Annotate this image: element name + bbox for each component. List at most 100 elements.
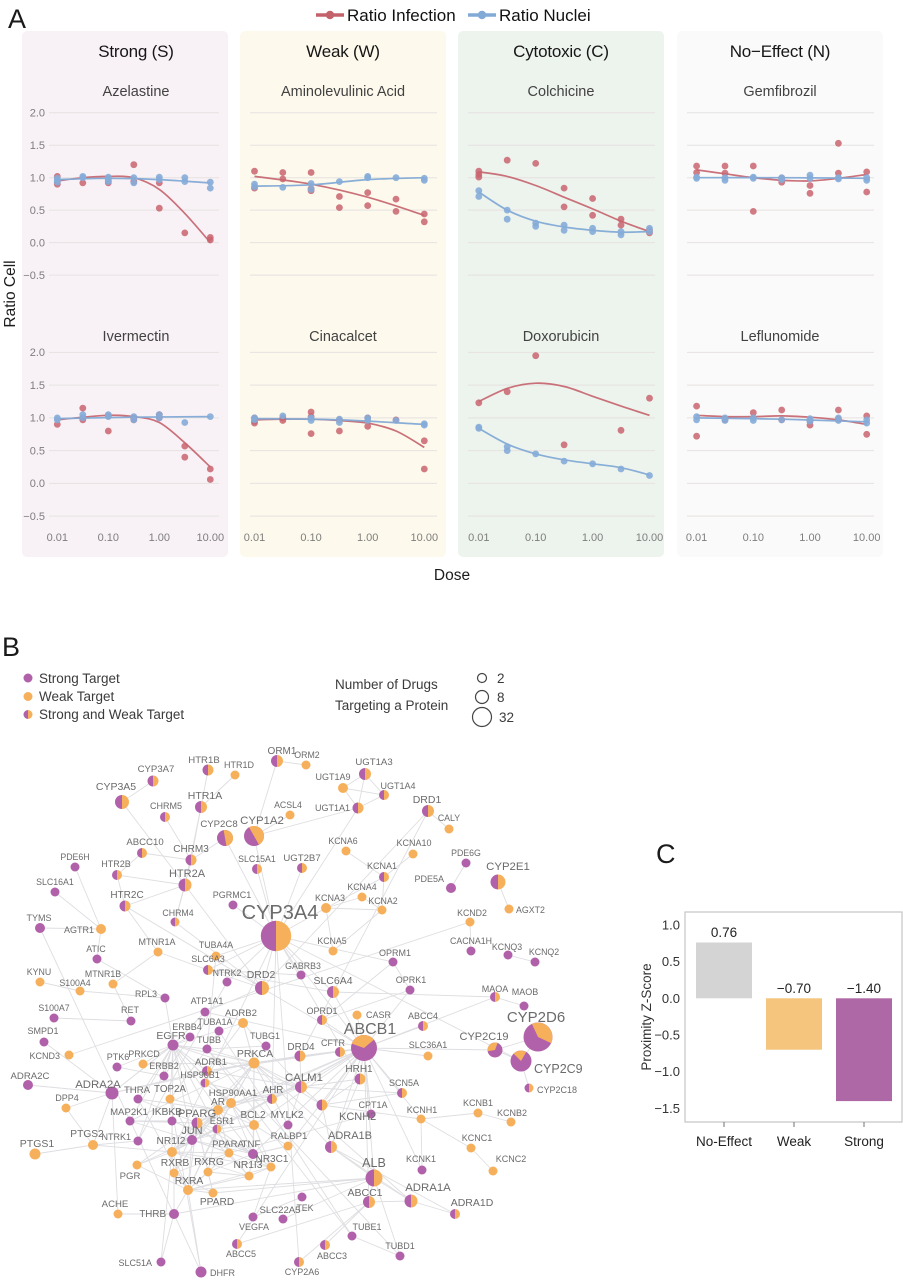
svg-text:Cinacalcet: Cinacalcet: [309, 329, 377, 345]
svg-text:RXRG: RXRG: [194, 1157, 224, 1168]
svg-text:TUBG1: TUBG1: [250, 1031, 280, 1041]
svg-text:ABCC1: ABCC1: [347, 1187, 382, 1199]
svg-text:CFTR: CFTR: [321, 1038, 345, 1048]
svg-text:0.76: 0.76: [711, 925, 737, 940]
svg-text:HTR2A: HTR2A: [169, 868, 206, 880]
svg-text:MAOB: MAOB: [512, 987, 539, 997]
svg-text:0.0: 0.0: [30, 478, 45, 490]
svg-text:CYP3A4: CYP3A4: [242, 902, 319, 924]
svg-text:ADRA1D: ADRA1D: [451, 1197, 494, 1209]
svg-text:NR1I2: NR1I2: [157, 1136, 186, 1147]
svg-text:RET: RET: [121, 1005, 140, 1015]
svg-text:MTNR1B: MTNR1B: [85, 969, 121, 979]
svg-text:CHRM5: CHRM5: [150, 801, 182, 811]
svg-text:TEK: TEK: [296, 1203, 313, 1213]
svg-text:0.0: 0.0: [662, 991, 680, 1006]
svg-text:ALB: ALB: [362, 1156, 386, 1170]
svg-text:A: A: [8, 4, 26, 34]
svg-text:Weak Target: Weak Target: [39, 689, 115, 704]
svg-text:OPRK1: OPRK1: [396, 975, 427, 985]
svg-text:CALM1: CALM1: [285, 1072, 323, 1084]
svg-text:UGT2B7: UGT2B7: [283, 853, 320, 864]
svg-text:0.10: 0.10: [300, 532, 321, 544]
svg-text:PDE6H: PDE6H: [60, 852, 89, 862]
svg-text:SLC36A1: SLC36A1: [409, 1040, 448, 1050]
svg-text:Targeting a Protein: Targeting a Protein: [335, 698, 448, 713]
svg-text:KCNQ2: KCNQ2: [529, 947, 559, 957]
svg-text:−1.40: −1.40: [847, 981, 881, 996]
svg-text:UGT1A9: UGT1A9: [315, 772, 350, 782]
svg-text:1.5: 1.5: [30, 380, 45, 392]
svg-text:Leflunomide: Leflunomide: [741, 329, 820, 345]
svg-text:KCNA4: KCNA4: [347, 882, 376, 892]
svg-text:CYP2A6: CYP2A6: [285, 1267, 320, 1277]
svg-text:S100A4: S100A4: [59, 978, 90, 988]
svg-text:TNF: TNF: [242, 1139, 261, 1150]
svg-text:NTRK1: NTRK1: [101, 1132, 131, 1142]
svg-text:THRA: THRA: [124, 1085, 151, 1096]
svg-text:CHRM4: CHRM4: [162, 908, 193, 918]
svg-text:1.0: 1.0: [30, 172, 45, 184]
svg-text:PGR: PGR: [120, 1171, 141, 1182]
svg-text:SLC6A3: SLC6A3: [191, 954, 225, 964]
svg-text:CYP2D6: CYP2D6: [507, 1009, 565, 1026]
svg-text:Strong and Weak Target: Strong and Weak Target: [39, 707, 184, 722]
svg-text:UGT1A1: UGT1A1: [315, 803, 350, 813]
svg-text:AGXT2: AGXT2: [516, 905, 545, 915]
svg-text:No-Effect: No-Effect: [696, 1134, 752, 1149]
svg-text:10.00: 10.00: [197, 532, 225, 544]
svg-text:AHR: AHR: [263, 1085, 284, 1096]
svg-text:1.0: 1.0: [30, 413, 45, 425]
svg-text:C: C: [656, 839, 676, 869]
svg-text:TUBE1: TUBE1: [352, 1222, 381, 1232]
svg-text:ESR1: ESR1: [210, 1115, 235, 1126]
svg-text:DRD4: DRD4: [287, 1042, 315, 1053]
svg-text:PPARG: PPARG: [178, 1108, 216, 1120]
svg-text:ABCC5: ABCC5: [226, 1249, 256, 1259]
svg-text:1.00: 1.00: [582, 532, 603, 544]
svg-text:−1.5: −1.5: [654, 1101, 680, 1116]
svg-text:OPRM1: OPRM1: [379, 948, 411, 958]
svg-text:B: B: [2, 632, 20, 662]
svg-text:−0.5: −0.5: [23, 270, 45, 282]
svg-text:PTGS2: PTGS2: [70, 1129, 104, 1140]
svg-text:KCNA6: KCNA6: [328, 836, 357, 846]
svg-text:JUN: JUN: [182, 1125, 203, 1137]
svg-text:0.0: 0.0: [30, 237, 45, 249]
svg-text:1.00: 1.00: [149, 532, 170, 544]
svg-text:KCNH2: KCNH2: [339, 1111, 376, 1123]
svg-text:SCN5A: SCN5A: [389, 1078, 419, 1088]
svg-text:KCND2: KCND2: [457, 908, 487, 918]
svg-text:KCNA3: KCNA3: [315, 893, 345, 903]
svg-text:Gemfibrozil: Gemfibrozil: [743, 84, 816, 100]
svg-text:−0.5: −0.5: [654, 1028, 680, 1043]
svg-text:CASR: CASR: [366, 1010, 392, 1020]
svg-text:KCND3: KCND3: [29, 1051, 60, 1061]
svg-text:ACHE: ACHE: [102, 1199, 129, 1210]
svg-text:ABCC10: ABCC10: [126, 837, 163, 848]
svg-text:TOP2A: TOP2A: [154, 1084, 186, 1095]
svg-text:VEGFA: VEGFA: [239, 1222, 269, 1232]
svg-text:HTR2B: HTR2B: [101, 859, 131, 869]
svg-text:GABRB3: GABRB3: [285, 961, 321, 971]
svg-text:KCNA2: KCNA2: [368, 896, 397, 906]
svg-text:RPL3: RPL3: [135, 989, 157, 999]
svg-text:Cytotoxic (C): Cytotoxic (C): [513, 42, 609, 61]
svg-text:CYP2C8: CYP2C8: [200, 819, 237, 830]
svg-text:KCNC1: KCNC1: [462, 1133, 493, 1143]
svg-text:CYP3A5: CYP3A5: [96, 781, 136, 793]
svg-text:KCNA1: KCNA1: [367, 861, 397, 871]
svg-text:Strong Target: Strong Target: [39, 671, 120, 686]
svg-text:Weak: Weak: [777, 1134, 812, 1149]
svg-text:MAP2K1: MAP2K1: [110, 1107, 148, 1118]
svg-text:KCNA10: KCNA10: [396, 838, 431, 848]
svg-text:CYP1A2: CYP1A2: [240, 815, 284, 827]
svg-text:PDE6G: PDE6G: [451, 848, 481, 858]
svg-text:Proximity Z-Score: Proximity Z-Score: [639, 963, 654, 1070]
svg-text:ABCC3: ABCC3: [317, 1251, 347, 1261]
svg-text:−0.5: −0.5: [23, 511, 45, 523]
svg-text:KCNH1: KCNH1: [407, 1105, 438, 1115]
svg-text:SLC15A1: SLC15A1: [238, 854, 276, 864]
svg-text:ERBB2: ERBB2: [149, 1061, 179, 1071]
svg-text:DPP4: DPP4: [55, 1093, 79, 1103]
